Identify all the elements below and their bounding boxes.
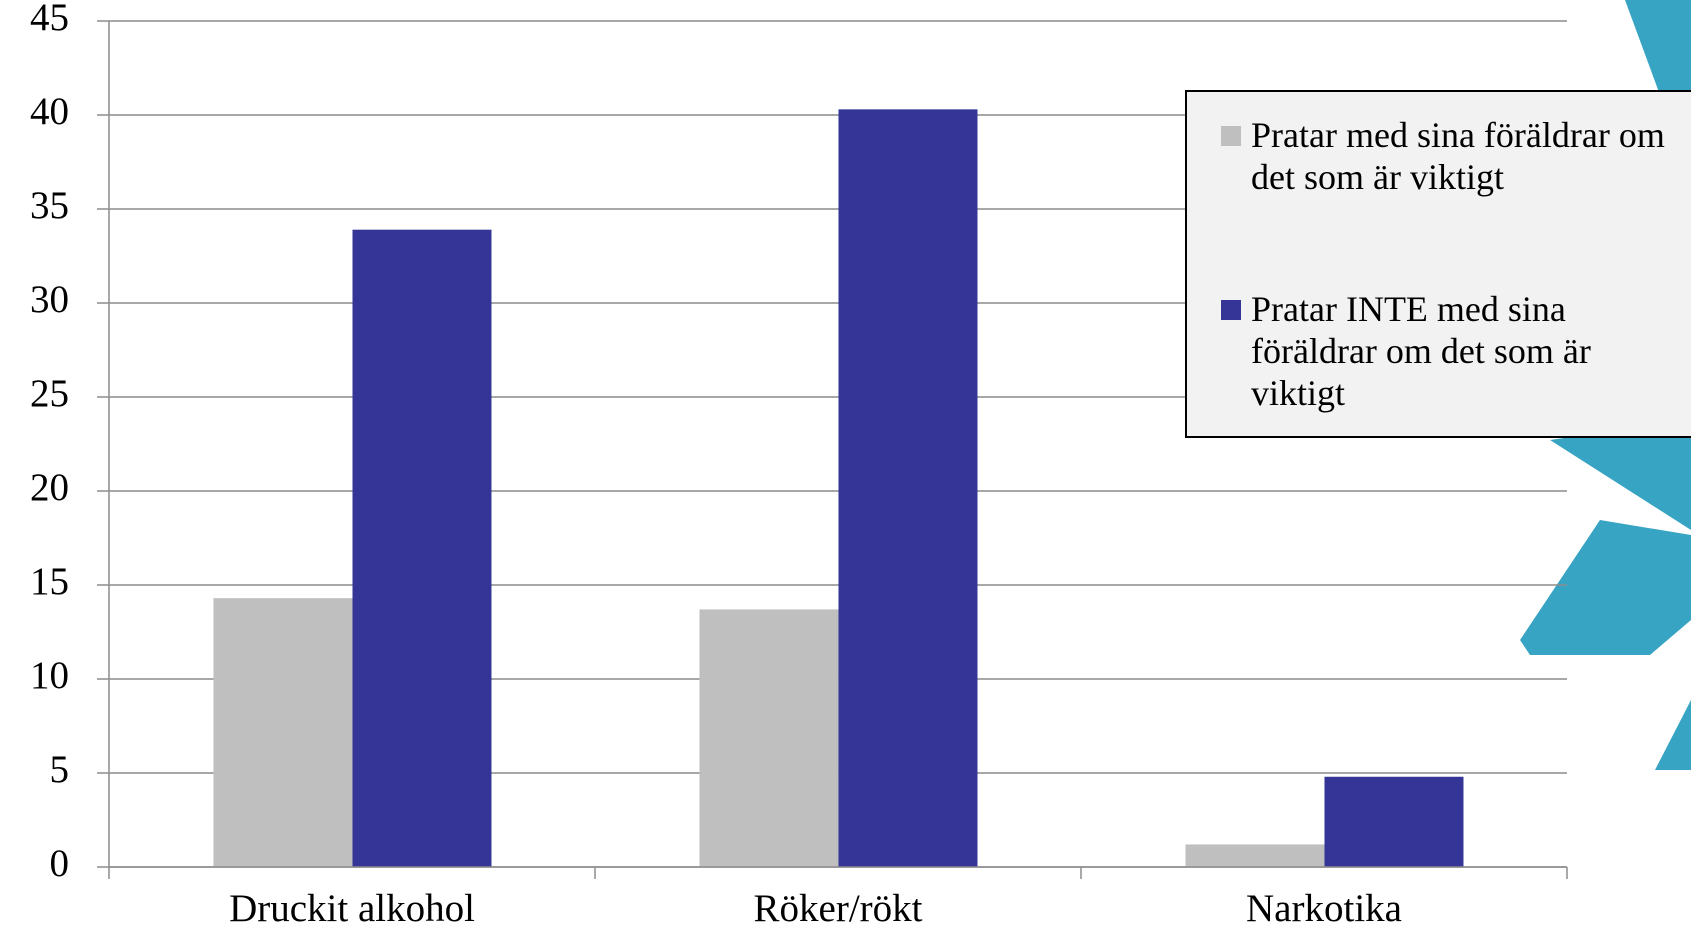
x-tick-label: Narkotika (1246, 887, 1402, 929)
legend-label: Pratar med sina föräldrar om det som är … (1251, 115, 1665, 197)
y-tick-label: 40 (30, 90, 69, 133)
legend-swatch (1221, 300, 1241, 320)
decor-shape (1520, 520, 1691, 655)
bar (352, 229, 492, 867)
bar (699, 609, 839, 867)
legend: Pratar med sina föräldrar om det som är … (1185, 90, 1691, 438)
y-tick-label: 35 (30, 184, 69, 227)
y-tick-label: 5 (50, 748, 70, 791)
y-tick-label: 25 (30, 372, 69, 415)
x-tick-label: Röker/rökt (754, 887, 923, 929)
legend-entry: Pratar med sina föräldrar om det som är … (1221, 114, 1691, 198)
bar (213, 598, 353, 867)
bar (1185, 844, 1325, 867)
legend-swatch (1221, 126, 1241, 146)
decor-shape (1625, 0, 1691, 95)
decor-shape (1655, 700, 1691, 770)
decoration (1520, 0, 1691, 770)
x-tick-label: Druckit alkohol (229, 887, 475, 929)
bar (838, 109, 978, 868)
y-tick-label: 20 (30, 466, 69, 509)
y-tick-label: 45 (30, 0, 69, 39)
y-tick-label: 0 (50, 842, 70, 885)
plot-area: 0 5 10 15 20 25 30 35 40 45 Druckit alkohol Röker/r… (30, 0, 1568, 929)
legend-entry: Pratar INTE med sina föräldrar om det so… (1221, 288, 1691, 414)
y-tick-label: 30 (30, 278, 69, 321)
y-tick-label: 10 (30, 654, 69, 697)
bar (1324, 776, 1464, 867)
decor-shape (1550, 420, 1691, 530)
legend-label: Pratar INTE med sina föräldrar om det so… (1251, 289, 1591, 413)
y-tick-label: 15 (30, 560, 69, 603)
